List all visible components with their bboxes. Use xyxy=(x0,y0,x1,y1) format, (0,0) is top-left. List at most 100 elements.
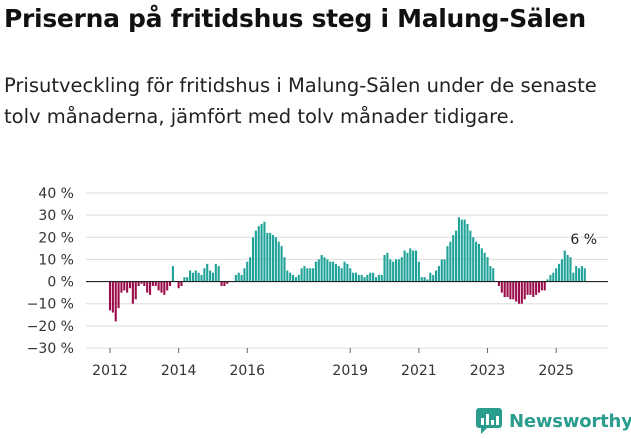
bar xyxy=(466,224,469,282)
bar xyxy=(300,268,303,282)
bar xyxy=(515,281,518,302)
bar xyxy=(420,277,423,282)
bar xyxy=(497,281,501,286)
bar xyxy=(434,270,438,282)
bar xyxy=(312,268,315,282)
x-tick-label: 2014 xyxy=(161,363,197,379)
bar xyxy=(477,243,480,282)
bar xyxy=(111,281,114,313)
bar xyxy=(269,232,272,282)
bar xyxy=(117,281,120,309)
bar xyxy=(303,266,306,282)
bar xyxy=(177,281,180,289)
bar xyxy=(440,259,443,282)
bar xyxy=(306,268,309,282)
bar xyxy=(294,277,297,282)
bar xyxy=(271,235,275,282)
bar xyxy=(240,274,243,282)
bar xyxy=(535,281,538,295)
bar xyxy=(563,250,566,282)
y-tick-label: 20 % xyxy=(38,230,74,246)
bar xyxy=(429,272,432,282)
bar xyxy=(128,281,132,289)
bar xyxy=(289,272,292,282)
brand[interactable]: Newsworthy xyxy=(476,404,631,438)
bar xyxy=(134,281,137,300)
bar xyxy=(557,263,561,282)
page-title: Priserna på fritidshus steg i Malung-Säl… xyxy=(4,4,586,33)
bar xyxy=(243,268,246,282)
bar xyxy=(512,281,515,300)
bar xyxy=(254,230,257,282)
bar xyxy=(114,281,117,322)
bar xyxy=(323,257,326,282)
bar xyxy=(509,281,512,300)
bar xyxy=(414,250,418,282)
bar xyxy=(492,268,495,282)
bar xyxy=(432,274,435,282)
bar xyxy=(526,281,529,295)
bar xyxy=(389,259,392,282)
y-tick-label: 30 % xyxy=(38,208,74,224)
bar xyxy=(154,281,157,286)
bar xyxy=(108,281,112,311)
bar xyxy=(386,252,389,282)
bar xyxy=(394,259,398,282)
bar xyxy=(392,261,395,282)
bar xyxy=(583,268,586,282)
bar xyxy=(189,270,192,282)
bar xyxy=(349,268,352,282)
bar xyxy=(409,248,412,282)
bar xyxy=(291,274,295,282)
y-tick-label: 0 % xyxy=(47,275,74,291)
bar xyxy=(334,263,337,282)
bar xyxy=(214,263,217,282)
annotation-label: 6 % xyxy=(570,232,597,248)
bar xyxy=(352,272,355,282)
bar xyxy=(577,268,581,282)
bar xyxy=(197,272,200,282)
bar xyxy=(186,277,189,282)
bar xyxy=(137,281,140,286)
bar xyxy=(226,281,229,284)
bar xyxy=(417,261,420,282)
bar xyxy=(280,246,283,282)
bar xyxy=(455,230,458,282)
bar xyxy=(263,221,266,282)
bar xyxy=(406,252,409,282)
bar xyxy=(426,279,429,282)
bar xyxy=(580,266,583,282)
bar xyxy=(472,237,475,282)
bar xyxy=(234,274,237,282)
bar xyxy=(354,272,358,282)
bar xyxy=(483,252,486,282)
bar xyxy=(460,219,463,282)
bar xyxy=(203,268,206,282)
bar xyxy=(143,281,146,286)
bar xyxy=(475,241,478,282)
bar xyxy=(366,274,369,282)
bar xyxy=(151,281,154,286)
chart: −30 % −20 % −10 % 0 % 10 % 20 % 30 % 40 % 2012 20… xyxy=(27,186,608,379)
bar xyxy=(286,270,289,282)
bar xyxy=(314,261,317,282)
bar xyxy=(200,274,203,282)
bar xyxy=(463,219,466,282)
bar xyxy=(446,246,449,282)
bar xyxy=(486,257,489,282)
bar xyxy=(169,281,172,286)
y-tick-label: 10 % xyxy=(38,252,74,268)
bar xyxy=(383,255,386,282)
bar xyxy=(171,266,174,282)
page-subtitle: Prisutveckling för fritidshus i Malung-S… xyxy=(4,74,597,128)
bar xyxy=(537,281,541,293)
bar xyxy=(543,281,546,291)
x-tick-label: 2025 xyxy=(538,363,574,379)
x-tick-label: 2012 xyxy=(92,363,128,379)
bar xyxy=(180,281,183,286)
bar xyxy=(500,281,503,293)
bar xyxy=(449,241,452,282)
x-tick-label: 2019 xyxy=(332,363,368,379)
bar xyxy=(437,266,440,282)
bar xyxy=(211,272,215,282)
